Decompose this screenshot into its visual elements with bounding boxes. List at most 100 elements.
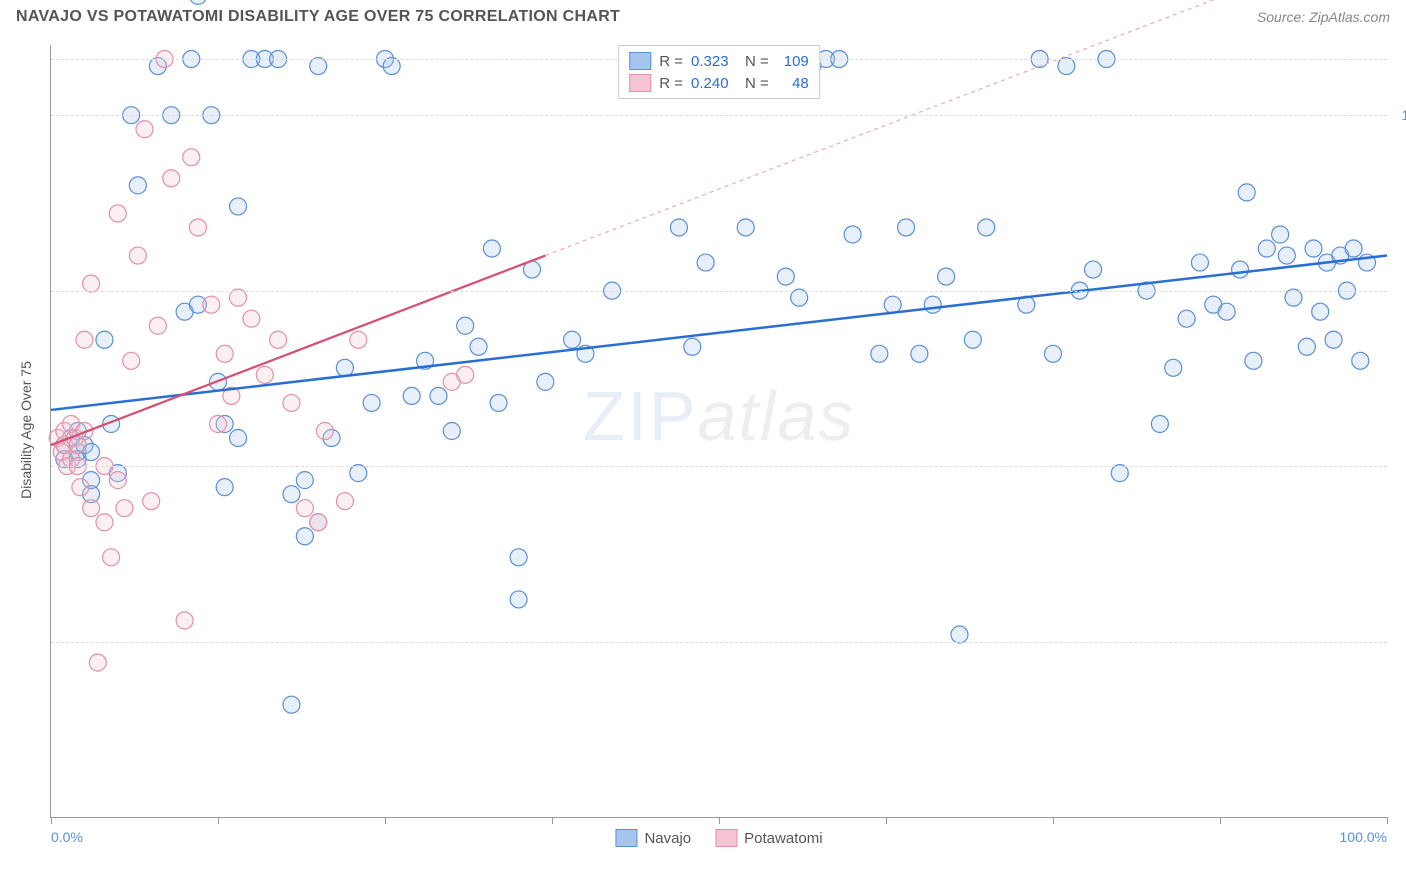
scatter-point — [737, 219, 754, 236]
scatter-point — [103, 549, 120, 566]
scatter-point — [363, 394, 380, 411]
scatter-point — [1045, 345, 1062, 362]
scatter-point — [216, 479, 233, 496]
scatter-point — [129, 247, 146, 264]
scatter-point — [1298, 338, 1315, 355]
legend-n-label: N = — [745, 75, 769, 92]
scatter-point — [83, 275, 100, 292]
legend-item-potawatomi: Potawatomi — [715, 829, 822, 847]
scatter-point — [203, 296, 220, 313]
x-tick — [51, 817, 52, 824]
gridline — [51, 466, 1387, 467]
x-tick — [719, 817, 720, 824]
scatter-point — [490, 394, 507, 411]
scatter-point — [109, 205, 126, 222]
x-tick — [886, 817, 887, 824]
legend-swatch-navajo — [615, 829, 637, 847]
scatter-point — [76, 331, 93, 348]
scatter-point — [316, 423, 333, 440]
scatter-point — [189, 219, 206, 236]
scatter-point — [1285, 289, 1302, 306]
scatter-point — [183, 149, 200, 166]
gridline — [51, 291, 1387, 292]
scatter-point — [310, 514, 327, 531]
scatter-point — [1272, 226, 1289, 243]
trend-line — [51, 256, 1387, 410]
scatter-point — [871, 345, 888, 362]
scatter-point — [1191, 254, 1208, 271]
chart-plot-area: ZIPatlas R = 0.323 N = 109 R = 0.240 N =… — [50, 45, 1387, 818]
scatter-point — [1278, 247, 1295, 264]
scatter-point — [230, 198, 247, 215]
gridline — [51, 642, 1387, 643]
scatter-point — [123, 352, 140, 369]
scatter-point — [430, 387, 447, 404]
scatter-point — [96, 331, 113, 348]
scatter-point — [898, 219, 915, 236]
legend-stats-row: R = 0.240 N = 48 — [629, 72, 809, 94]
scatter-point — [564, 331, 581, 348]
scatter-point — [537, 373, 554, 390]
scatter-point — [911, 345, 928, 362]
scatter-point — [1058, 58, 1075, 75]
scatter-point — [1085, 261, 1102, 278]
legend-n-label: N = — [745, 53, 769, 70]
scatter-point — [1178, 310, 1195, 327]
x-tick — [1387, 817, 1388, 824]
scatter-point — [176, 612, 193, 629]
legend-r-value: 0.323 — [691, 53, 737, 70]
x-tick — [385, 817, 386, 824]
scatter-point — [283, 696, 300, 713]
x-tick-label: 0.0% — [51, 829, 83, 845]
y-tick-label: 50.0% — [1394, 458, 1406, 474]
scatter-point — [938, 268, 955, 285]
scatter-point — [443, 423, 460, 440]
y-tick-label: 100.0% — [1394, 107, 1406, 123]
scatter-point — [457, 366, 474, 383]
x-tick-label: 100.0% — [1340, 829, 1387, 845]
legend-r-label: R = — [659, 75, 683, 92]
scatter-point — [884, 296, 901, 313]
scatter-point — [1325, 331, 1342, 348]
scatter-point — [116, 500, 133, 517]
scatter-point — [72, 479, 89, 496]
scatter-point — [296, 472, 313, 489]
scatter-point — [1232, 261, 1249, 278]
legend-stats-row: R = 0.323 N = 109 — [629, 50, 809, 72]
y-tick-label: 75.0% — [1394, 283, 1406, 299]
scatter-point — [670, 219, 687, 236]
scatter-point — [457, 317, 474, 334]
trend-line-extended — [545, 0, 1333, 256]
scatter-point — [1151, 415, 1168, 432]
chart-header: NAVAJO VS POTAWATOMI DISABILITY AGE OVER… — [0, 0, 1406, 30]
scatter-point — [310, 58, 327, 75]
legend-n-value: 109 — [777, 53, 809, 70]
scatter-point — [791, 289, 808, 306]
scatter-point — [951, 626, 968, 643]
scatter-point — [210, 415, 227, 432]
legend-r-value: 0.240 — [691, 75, 737, 92]
scatter-point — [510, 591, 527, 608]
legend-stats: R = 0.323 N = 109 R = 0.240 N = 48 — [618, 45, 820, 99]
scatter-point — [283, 394, 300, 411]
scatter-point — [296, 500, 313, 517]
scatter-point — [350, 465, 367, 482]
scatter-point — [129, 177, 146, 194]
scatter-point — [1345, 240, 1362, 257]
gridline — [51, 115, 1387, 116]
scatter-point — [350, 331, 367, 348]
scatter-point — [383, 58, 400, 75]
scatter-point — [483, 240, 500, 257]
x-tick — [552, 817, 553, 824]
scatter-point — [89, 654, 106, 671]
legend-swatch-potawatomi — [629, 74, 651, 92]
scatter-point — [270, 331, 287, 348]
x-tick — [218, 817, 219, 824]
scatter-point — [336, 493, 353, 510]
scatter-point — [964, 331, 981, 348]
y-axis-label: Disability Age Over 75 — [18, 361, 34, 499]
scatter-point — [336, 359, 353, 376]
scatter-point — [844, 226, 861, 243]
scatter-point — [149, 317, 166, 334]
legend-series: Navajo Potawatomi — [615, 829, 822, 847]
